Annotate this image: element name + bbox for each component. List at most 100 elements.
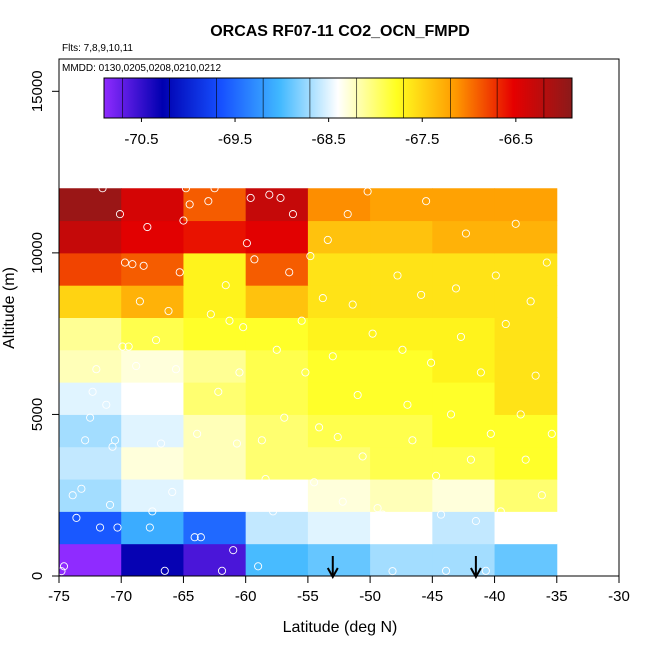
y-axis: 0 5000 10000 15000	[29, 70, 60, 580]
heatmap-cell	[370, 479, 433, 512]
x-axis-label: Latitude (deg N)	[283, 619, 398, 636]
heatmap-cell	[245, 414, 309, 448]
sample-marker	[373, 504, 382, 513]
colorbar-tick-label: -67.5	[405, 131, 439, 148]
sample-marker	[446, 410, 456, 419]
sample-marker	[542, 258, 551, 267]
heatmap-cell	[494, 188, 558, 222]
sample-marker	[506, 517, 515, 526]
heatmap-cell	[494, 543, 558, 577]
sample-marker	[232, 439, 242, 448]
x-tick-label: -75	[48, 588, 70, 605]
sample-marker	[124, 342, 133, 351]
sample-marker	[210, 184, 219, 193]
sample-marker	[143, 222, 152, 232]
sample-marker	[152, 336, 161, 345]
sample-marker	[110, 436, 120, 445]
sample-marker	[239, 323, 248, 332]
sample-marker	[254, 562, 263, 571]
x-tick-label: -65	[173, 588, 195, 605]
heatmap-cell	[307, 543, 371, 577]
colorbar-lines	[122, 78, 545, 118]
heatmap-cell	[59, 446, 122, 480]
sample-marker	[160, 566, 169, 575]
sample-marker	[537, 491, 546, 500]
heatmap-cell	[307, 317, 371, 351]
y-tick-label: 10000	[29, 232, 46, 274]
sample-marker	[193, 429, 202, 438]
x-tick-label: -45	[421, 588, 443, 605]
sample-marker	[148, 507, 157, 516]
heatmap-cell	[370, 511, 433, 545]
heatmap-cell	[432, 479, 496, 512]
x-tick-label: -50	[359, 588, 381, 605]
y-tick-label: 5000	[29, 398, 46, 431]
sample-marker	[318, 294, 327, 303]
sample-marker	[115, 210, 125, 219]
sample-marker	[363, 187, 372, 196]
sample-marker	[491, 271, 500, 280]
sample-marker	[412, 523, 421, 532]
heatmap-cell	[432, 543, 496, 577]
sample-marker	[204, 197, 213, 206]
sample-marker	[481, 566, 490, 575]
flights-annotation: Flts: 7,8,9,10,11	[62, 43, 133, 54]
sample-marker	[185, 200, 194, 209]
heatmap-cell	[494, 317, 558, 351]
sample-marker	[181, 184, 190, 193]
heatmap-cell	[432, 511, 496, 545]
heatmap-cell	[121, 382, 184, 415]
arrow-marker	[470, 556, 482, 580]
colorbar-tick-label: -68.5	[312, 131, 346, 148]
sample-marker	[88, 387, 97, 396]
sample-marker	[156, 439, 166, 448]
sample-marker	[250, 255, 259, 264]
sample-marker	[461, 229, 470, 238]
x-tick-label: -40	[484, 588, 506, 605]
heatmap-cell	[432, 188, 496, 222]
heatmap-cell	[307, 511, 371, 545]
sample-marker	[265, 190, 274, 199]
sample-marker	[486, 429, 495, 438]
sample-marker	[206, 310, 215, 319]
sample-marker	[338, 497, 347, 506]
sample-marker	[383, 523, 392, 532]
sample-marker	[417, 290, 426, 299]
sample-marker	[301, 368, 310, 377]
sample-marker	[217, 566, 227, 575]
y-tick-label: 15000	[29, 70, 46, 112]
heatmap-cell	[432, 382, 496, 415]
sample-marker	[323, 235, 332, 244]
arrow-markers	[326, 556, 482, 580]
heatmap-cell	[121, 543, 184, 577]
heatmap-cell	[432, 349, 496, 383]
sample-marker	[521, 455, 530, 464]
heatmap-cell	[370, 188, 433, 222]
sample-marker	[422, 197, 431, 206]
heatmap-cell	[183, 220, 247, 254]
colorbar-tick-label: -70.5	[124, 131, 158, 148]
heatmap-cell	[494, 220, 558, 254]
heatmap-cell	[183, 479, 247, 512]
arrow-marker	[326, 556, 339, 580]
heatmap-cell	[245, 285, 309, 318]
sample-marker	[427, 358, 436, 367]
heatmap-cell	[307, 479, 371, 512]
heatmap-cell	[370, 414, 433, 448]
heatmap-cell	[121, 220, 184, 254]
sample-marker	[246, 193, 255, 202]
sample-marker	[92, 365, 101, 374]
sample-marker	[86, 413, 95, 422]
x-tick-label: -60	[235, 588, 257, 605]
sample-marker	[368, 329, 377, 338]
heatmap-cell	[432, 285, 496, 318]
sample-marker	[292, 481, 301, 490]
heatmap-cell	[121, 446, 184, 480]
heatmap-cell	[307, 188, 371, 222]
sample-marker	[388, 567, 397, 576]
heatmap-cell	[59, 543, 122, 577]
heatmap-cell	[432, 220, 496, 254]
heatmap-cell	[370, 285, 433, 318]
heatmap-cell	[59, 220, 122, 254]
sample-marker	[310, 478, 319, 487]
